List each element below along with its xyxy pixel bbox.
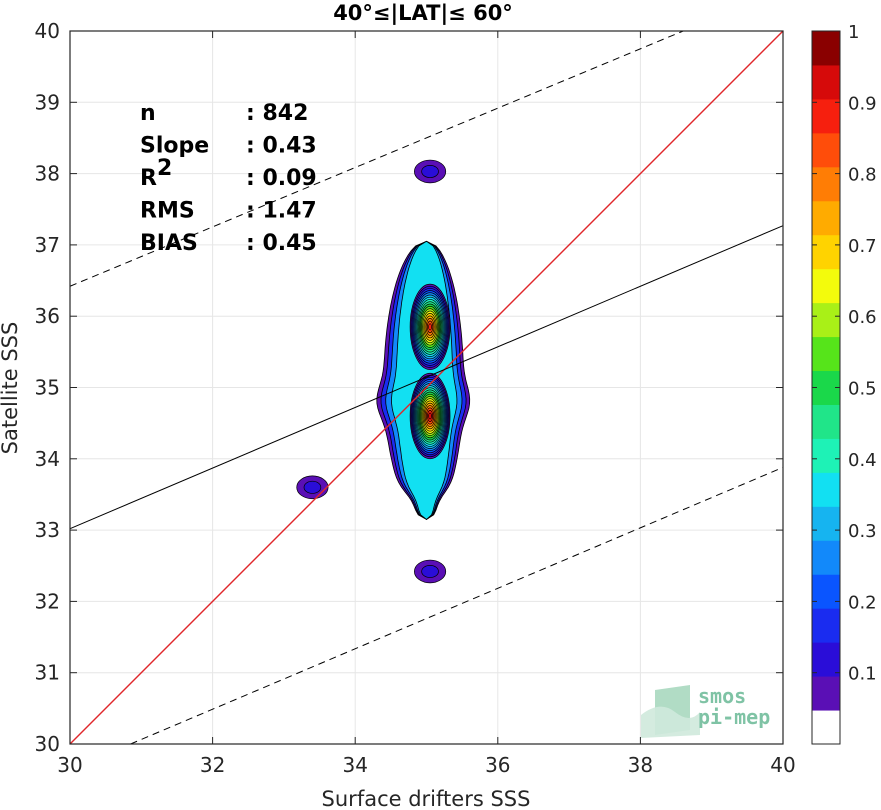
stat-value: : 842: [246, 101, 308, 126]
y-tick-label: 30: [35, 732, 60, 756]
colorbar-segment: [812, 98, 840, 134]
colorbar-segment: [812, 404, 840, 439]
y-tick-label: 32: [35, 589, 60, 613]
colorbar-segment: [812, 540, 840, 575]
colorbar-segment: [812, 200, 840, 236]
density-peak: [421, 164, 439, 178]
colorbar-tick-label: 0.9: [848, 93, 877, 114]
stat-value: : 0.09: [246, 166, 317, 191]
logo-line1: smos: [698, 684, 746, 708]
colorbar-segment: [812, 166, 840, 202]
colorbar: 0.1 0.2 0.3 0.4 0.5 0.6 0.7 0.8 0.9 1: [811, 22, 877, 745]
colorbar-segment: [812, 31, 840, 66]
stat-key: n: [140, 101, 156, 126]
density-peak: [428, 412, 432, 420]
chart-title: 40°≤|LAT|≤ 60°: [333, 1, 513, 26]
y-tick-label: 36: [35, 304, 60, 328]
stat-key: Slope: [140, 134, 209, 159]
regression-line: [69, 225, 784, 530]
colorbar-segment: [812, 438, 840, 473]
colorbar-segment: [812, 472, 840, 507]
stat-key: RMS: [140, 199, 195, 224]
colorbar-segment: [812, 676, 840, 711]
density-peak: [428, 323, 432, 331]
colorbar-tick-label: 0.3: [848, 521, 877, 542]
y-tick-label: 39: [35, 90, 60, 114]
colorbar-segment: [812, 710, 840, 745]
colorbar-segment: [812, 234, 840, 270]
colorbar-segment: [812, 506, 840, 541]
x-tick-label: 38: [628, 753, 653, 777]
colorbar-tick-label: 0.7: [848, 236, 877, 257]
stat-key: BIAS: [140, 231, 198, 256]
x-tick-label: 40: [770, 753, 795, 777]
stat-key-superscript: 2: [157, 156, 172, 181]
colorbar-segment: [812, 302, 840, 338]
colorbar-tick-label: 0.2: [848, 592, 877, 613]
density-peak: [421, 564, 439, 578]
colorbar-segment: [812, 608, 840, 643]
colorbar-tick-label: 1: [848, 22, 859, 43]
colorbar-tick-label: 0.4: [848, 450, 877, 471]
colorbar-tick-label: 0.6: [848, 307, 877, 328]
y-tick-label: 40: [35, 19, 60, 43]
identity-line: [69, 30, 784, 745]
y-tick-label: 38: [35, 162, 60, 186]
y-tick-label: 33: [35, 518, 60, 542]
y-tick-label: 34: [35, 447, 60, 471]
y-tick-label: 37: [35, 233, 60, 257]
colorbar-segment: [812, 132, 840, 168]
x-tick-label: 34: [342, 753, 367, 777]
colorbar-tick-label: 0.5: [848, 379, 877, 400]
colorbar-segment: [812, 336, 840, 372]
colorbar-segment: [812, 574, 840, 609]
y-tick-label: 35: [35, 376, 60, 400]
lower-bound-line: [130, 466, 784, 745]
x-tick-label: 32: [200, 753, 225, 777]
y-axis-title: Satellite SSS: [0, 322, 22, 455]
y-tick-label: 31: [35, 661, 60, 685]
x-tick-label: 36: [485, 753, 510, 777]
smos-pi-mep-logo: smos pi-mep: [641, 684, 770, 738]
density-peak: [303, 480, 322, 494]
upper-bound-line: [69, 30, 684, 287]
logo-wave-icon: [641, 706, 700, 738]
stats-annotation: n : 842 Slope : 0.43 R 2 : 0.09 RMS : 1.47 BIAS : …: [140, 101, 317, 256]
colorbar-segment: [812, 64, 840, 100]
x-axis-title: Surface drifters SSS: [322, 787, 531, 810]
colorbar-tick-label: 0.1: [848, 664, 877, 685]
x-tick-label: 30: [57, 753, 82, 777]
stat-value: : 1.47: [246, 199, 317, 224]
stat-value: : 0.43: [246, 134, 317, 159]
colorbar-segment: [812, 268, 840, 304]
stat-value: : 0.45: [246, 231, 317, 256]
logo-line2: pi-mep: [698, 705, 770, 729]
colorbar-tick-label: 0.8: [848, 165, 877, 186]
stat-key: R: [140, 166, 157, 191]
colorbar-segment: [812, 642, 840, 677]
